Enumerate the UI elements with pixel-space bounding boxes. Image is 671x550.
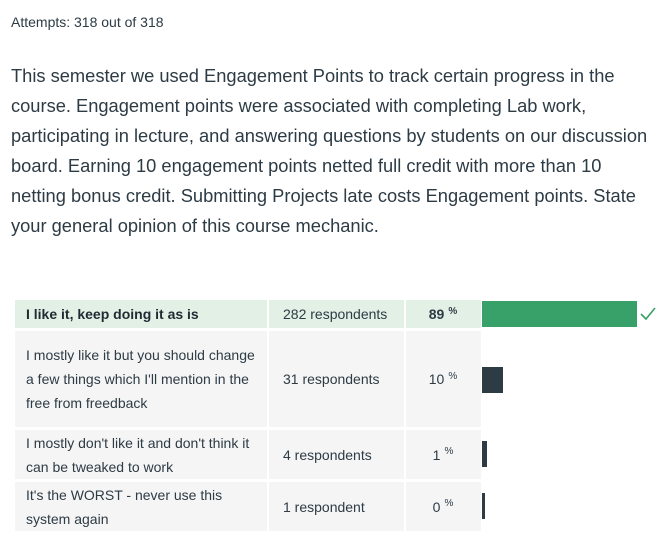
respondent-count: 1 respondent: [268, 482, 405, 531]
percentage-bar: [482, 441, 487, 467]
respondent-count: 282 respondents: [268, 300, 405, 328]
answer-row: I mostly like it but you should change a…: [15, 331, 665, 427]
answer-percentage: 1%: [405, 430, 481, 479]
checkmark-icon: [640, 307, 656, 321]
percent-sign: %: [444, 498, 454, 509]
percent-value: 10: [428, 371, 445, 387]
answer-row: It's the WORST - never use this system a…: [15, 482, 665, 531]
answer-text: I like it, keep doing it as is: [15, 300, 268, 328]
answer-percentage: 89%: [405, 300, 481, 328]
percent-value: 0: [432, 498, 441, 515]
answer-text: I mostly don't like it and don't think i…: [15, 430, 268, 479]
answer-percentage: 10%: [405, 331, 481, 427]
percent-sign: %: [444, 446, 454, 457]
percent-sign: %: [448, 305, 458, 317]
answer-percentage: 0%: [405, 482, 481, 531]
question-text: This semester we used Engagement Points …: [11, 65, 648, 236]
percent-value: 89: [428, 306, 445, 322]
percentage-bar: [482, 301, 637, 327]
percentage-bar: [482, 493, 485, 519]
percentage-bar: [482, 367, 503, 393]
answer-text: It's the WORST - never use this system a…: [15, 482, 268, 531]
attempts-count: Attempts: 318 out of 318: [11, 14, 164, 30]
percent-sign: %: [448, 370, 458, 382]
answer-row: I like it, keep doing it as is 282 respo…: [15, 300, 665, 328]
percent-value: 1: [432, 446, 441, 463]
answer-row: I mostly don't like it and don't think i…: [15, 430, 665, 479]
respondent-count: 31 respondents: [268, 331, 405, 427]
answer-text: I mostly like it but you should change a…: [15, 331, 268, 427]
respondent-count: 4 respondents: [268, 430, 405, 479]
